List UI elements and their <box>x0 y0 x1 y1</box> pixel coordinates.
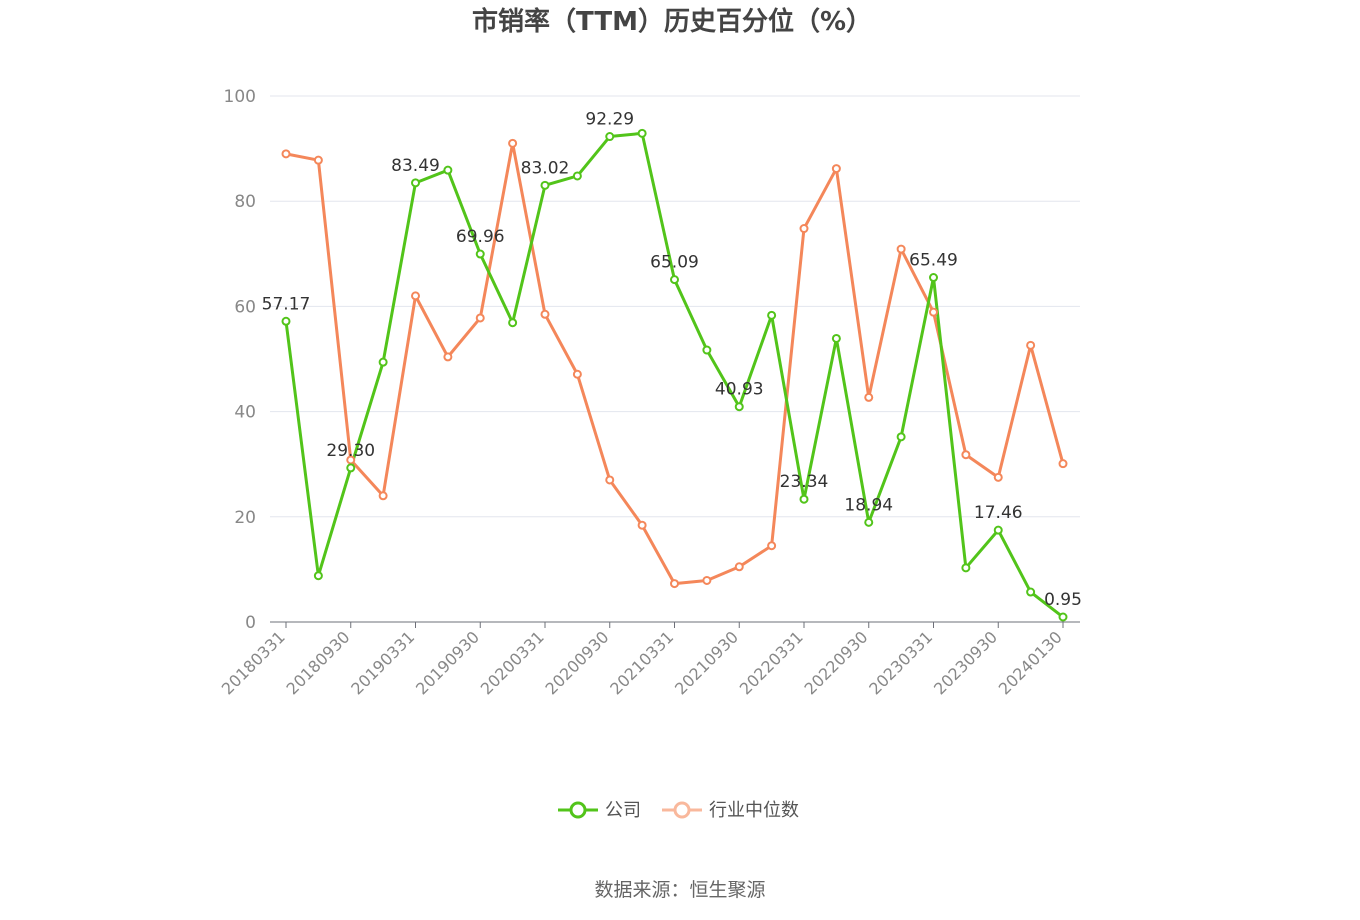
data-point <box>961 563 971 573</box>
data-point <box>572 171 582 181</box>
x-axis: 2018033120180930201903312019093020200331… <box>218 621 1080 698</box>
data-point <box>831 164 841 174</box>
data-point <box>831 333 841 343</box>
x-tick-label: 20220930 <box>801 627 872 698</box>
data-point <box>443 352 453 362</box>
data-label: 29.30 <box>326 441 375 461</box>
y-tick-label: 20 <box>234 508 256 528</box>
y-axis-ticks: 0 20 40 60 80 100 <box>224 87 256 633</box>
data-point <box>508 318 518 328</box>
data-point <box>637 520 647 530</box>
data-labels: 57.17 29.30 83.49 69.96 83.02 92.29 65.09 40.93… <box>262 110 1082 610</box>
legend-marker <box>569 801 587 819</box>
data-point <box>540 309 550 319</box>
y-tick-label: 40 <box>234 403 256 423</box>
legend-label: 行业中位数 <box>709 800 799 821</box>
data-point <box>605 475 615 485</box>
data-point <box>572 369 582 379</box>
data-point <box>734 562 744 572</box>
data-point <box>670 579 679 589</box>
series-line-1 <box>285 141 1065 586</box>
data-point <box>767 310 777 320</box>
data-point <box>313 155 323 165</box>
x-tick-label: 20200331 <box>477 627 548 698</box>
data-label: 57.17 <box>262 294 311 314</box>
data-point <box>993 525 1003 535</box>
data-point <box>799 224 809 234</box>
data-point <box>540 180 550 190</box>
data-point <box>799 494 809 504</box>
data-point <box>670 275 679 285</box>
data-label: 65.09 <box>650 253 699 273</box>
x-tick-label: 20200930 <box>542 627 613 698</box>
data-label: 17.46 <box>974 503 1023 523</box>
x-tick-label: 20230331 <box>865 627 936 698</box>
data-point <box>929 273 938 283</box>
data-point <box>896 432 906 442</box>
data-point <box>378 491 388 501</box>
data-point <box>864 517 874 527</box>
data-point <box>346 463 356 473</box>
data-label: 92.29 <box>585 110 634 130</box>
x-tick-label: 20210930 <box>671 627 742 698</box>
x-tick-label: 20190930 <box>412 627 483 698</box>
series-points <box>281 128 1068 622</box>
data-point <box>1058 459 1068 469</box>
data-point <box>637 128 647 138</box>
data-point <box>508 138 518 148</box>
x-tick-label: 20190331 <box>347 627 418 698</box>
y-tick-label: 80 <box>234 192 256 212</box>
chart-title: 市销率（TTM）历史百分位（%） <box>472 6 872 37</box>
data-point <box>961 450 971 460</box>
data-point <box>1058 612 1068 622</box>
data-point <box>702 345 712 355</box>
data-point <box>281 316 291 326</box>
data-point <box>1026 340 1036 350</box>
data-point <box>475 249 485 259</box>
data-point <box>929 307 938 317</box>
data-point <box>734 402 744 412</box>
data-point <box>411 291 420 301</box>
data-label: 18.94 <box>844 495 893 515</box>
data-point <box>411 178 420 188</box>
x-tick-label: 20180331 <box>218 627 289 698</box>
data-point <box>993 472 1003 482</box>
x-tick-label: 20210331 <box>606 627 677 698</box>
y-tick-label: 0 <box>245 613 256 633</box>
data-point <box>1026 587 1036 597</box>
data-point <box>605 132 615 142</box>
legend-marker <box>673 801 691 819</box>
y-tick-label: 60 <box>234 297 256 317</box>
x-tick-label: 20220331 <box>736 627 807 698</box>
source-note: 数据来源：恒生聚源 <box>594 879 765 901</box>
data-point <box>281 149 291 159</box>
data-point <box>313 571 323 581</box>
data-label: 0.95 <box>1044 590 1082 610</box>
data-point <box>896 244 906 254</box>
data-label: 23.34 <box>780 472 829 492</box>
data-point <box>864 392 874 402</box>
data-label: 40.93 <box>715 380 764 400</box>
x-tick-label: 20230930 <box>930 627 1001 698</box>
x-tick-label: 20240130 <box>995 627 1066 698</box>
data-point <box>475 313 485 323</box>
legend: 公司 行业中位数 <box>558 800 799 821</box>
y-tick-label: 100 <box>224 87 256 107</box>
data-point <box>767 541 777 551</box>
data-label: 83.49 <box>391 156 440 176</box>
x-tick-label: 20180930 <box>283 627 354 698</box>
series-lines <box>284 131 1065 619</box>
grid-lines <box>270 95 1080 518</box>
data-label: 83.02 <box>521 158 570 178</box>
data-point <box>443 165 453 175</box>
data-label: 65.49 <box>909 251 958 271</box>
data-point <box>378 357 388 367</box>
legend-label: 公司 <box>605 800 641 821</box>
data-point <box>702 575 712 585</box>
data-label: 69.96 <box>456 227 505 247</box>
